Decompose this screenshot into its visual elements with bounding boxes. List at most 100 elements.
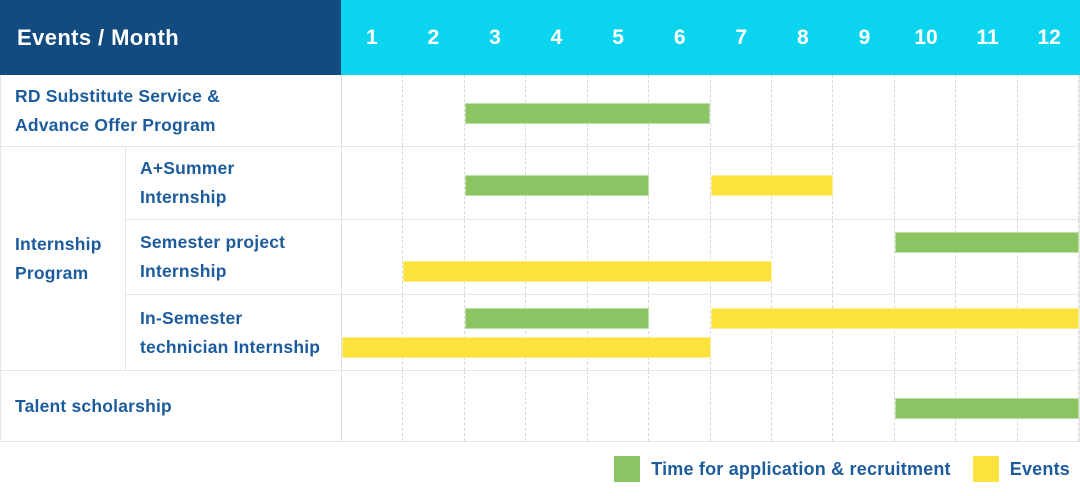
month-grid-column bbox=[833, 371, 895, 441]
month-grid-column bbox=[895, 295, 957, 370]
row-label: In-Semester technician Internship bbox=[125, 295, 341, 370]
month-grid-column bbox=[588, 295, 650, 370]
month-grid-column bbox=[403, 371, 465, 441]
label-line: technician Internship bbox=[140, 336, 321, 357]
label-line: Talent scholarship bbox=[15, 395, 172, 416]
month-grid-column bbox=[711, 75, 772, 146]
month-grid-column bbox=[956, 295, 1018, 370]
row-label: RD Substitute Service & Advance Offer Pro… bbox=[1, 75, 341, 146]
legend-label: Time for application & recruitment bbox=[651, 458, 951, 479]
label-line: Advance Offer Program bbox=[15, 114, 216, 135]
gantt-row: Semester project Internship bbox=[125, 219, 1080, 294]
month-grid bbox=[341, 295, 1080, 370]
month-grid-column bbox=[526, 295, 588, 370]
gantt-row: In-Semester technician Internship bbox=[125, 294, 1080, 370]
gantt-body: RD Substitute Service & Advance Offer Pro… bbox=[0, 75, 1080, 442]
month-grid-column bbox=[895, 75, 957, 146]
month-grid-column bbox=[711, 220, 772, 294]
month-grid-column bbox=[465, 371, 527, 441]
month-grid-column bbox=[1018, 295, 1080, 370]
month-header-cell: 5 bbox=[612, 25, 624, 49]
month-grid-column bbox=[772, 220, 834, 294]
row-label: Talent scholarship bbox=[1, 371, 341, 441]
legend-item-event: Events bbox=[972, 456, 1070, 482]
gantt-bar-event bbox=[710, 175, 834, 196]
label-line: Program bbox=[15, 262, 89, 283]
legend: Time for application & recruitment Events bbox=[0, 442, 1080, 496]
month-grid-column bbox=[833, 295, 895, 370]
gantt-bar-event bbox=[403, 261, 772, 282]
month-grid-column bbox=[833, 220, 895, 294]
gantt-bar-recruitment bbox=[464, 175, 650, 196]
month-header-cell: 1 bbox=[365, 25, 378, 49]
month-header-cell: 6 bbox=[673, 25, 686, 49]
month-grid-column bbox=[342, 75, 404, 146]
month-header-cell: 9 bbox=[858, 25, 871, 49]
month-header-cell: 7 bbox=[735, 25, 748, 49]
gantt-bar-recruitment bbox=[464, 102, 711, 124]
gantt-bar-event bbox=[710, 307, 1079, 329]
gantt-bar-recruitment bbox=[894, 398, 1079, 419]
month-grid-column bbox=[465, 220, 527, 294]
month-grid-column bbox=[772, 295, 834, 370]
month-header-cell: 4 bbox=[550, 25, 563, 49]
month-grid-column bbox=[465, 295, 527, 370]
month-header-cell: 8 bbox=[796, 25, 809, 49]
row-label: A+Summer Internship bbox=[125, 147, 341, 219]
month-grid-column bbox=[649, 371, 711, 441]
month-grid-column bbox=[956, 75, 1018, 146]
group-rows: A+Summer Internship Semester project Intern… bbox=[125, 147, 1080, 370]
gantt-bar-recruitment bbox=[464, 307, 650, 329]
gantt-row: A+Summer Internship bbox=[125, 147, 1080, 219]
month-header-cell: 11 bbox=[976, 25, 999, 49]
month-header-cell: 10 bbox=[914, 25, 938, 49]
month-grid-column bbox=[342, 220, 404, 294]
month-grid-column bbox=[342, 295, 404, 370]
internship-program-group: Internship Program A+Summer Internship Semes… bbox=[1, 146, 1080, 370]
month-grid-column bbox=[772, 75, 834, 146]
month-grid bbox=[341, 75, 1080, 146]
month-header-cell: 12 bbox=[1037, 25, 1061, 49]
month-grid-column bbox=[772, 371, 834, 441]
month-grid-column bbox=[1018, 147, 1080, 219]
month-grid-column bbox=[956, 220, 1018, 294]
month-grid-column bbox=[649, 220, 711, 294]
month-grid-column bbox=[342, 147, 404, 219]
month-grid-column bbox=[1018, 220, 1080, 294]
gantt-chart: Events / Month 1 2 3 4 5 6 7 8 9 10 11 12 RD Substi… bbox=[0, 0, 1080, 442]
month-grid-column bbox=[649, 295, 711, 370]
label-line: Semester project bbox=[140, 232, 286, 252]
month-grid-column bbox=[833, 75, 895, 146]
gantt-bar-event bbox=[342, 336, 711, 358]
table-header-row: Events / Month 1 2 3 4 5 6 7 8 9 10 11 12 bbox=[0, 0, 1080, 75]
label-line: A+Summer bbox=[140, 158, 235, 178]
events-month-header: Events / Month bbox=[0, 0, 341, 75]
label-line: In-Semester bbox=[140, 307, 243, 328]
legend-swatch-event bbox=[972, 456, 999, 482]
label-line: Internship bbox=[15, 233, 102, 254]
group-label: Internship Program bbox=[1, 147, 125, 370]
row-label: Semester project Internship bbox=[125, 220, 341, 294]
legend-label: Events bbox=[1009, 458, 1070, 479]
month-grid-column bbox=[342, 371, 404, 441]
legend-swatch-recruitment bbox=[614, 456, 641, 482]
month-grid-column bbox=[956, 147, 1018, 219]
month-grid-column bbox=[711, 295, 772, 370]
month-grid-column bbox=[1018, 75, 1080, 146]
month-grid-column bbox=[895, 220, 957, 294]
label-line: Internship bbox=[140, 187, 227, 207]
month-header-strip: 1 2 3 4 5 6 7 8 9 10 11 12 bbox=[341, 0, 1080, 75]
month-header-cell: 2 bbox=[427, 25, 440, 49]
label-line: RD Substitute Service & bbox=[15, 85, 220, 106]
month-header-cell: 3 bbox=[489, 25, 501, 49]
label-line: Internship bbox=[140, 261, 227, 281]
month-grid-column bbox=[526, 371, 588, 441]
month-grid-column bbox=[649, 147, 711, 219]
month-grid bbox=[341, 371, 1080, 441]
month-grid bbox=[341, 147, 1080, 219]
month-grid-column bbox=[403, 295, 465, 370]
legend-item-recruitment: Time for application & recruitment bbox=[614, 456, 951, 482]
month-grid-column bbox=[588, 220, 650, 294]
month-grid-column bbox=[403, 220, 465, 294]
month-grid bbox=[341, 220, 1080, 294]
